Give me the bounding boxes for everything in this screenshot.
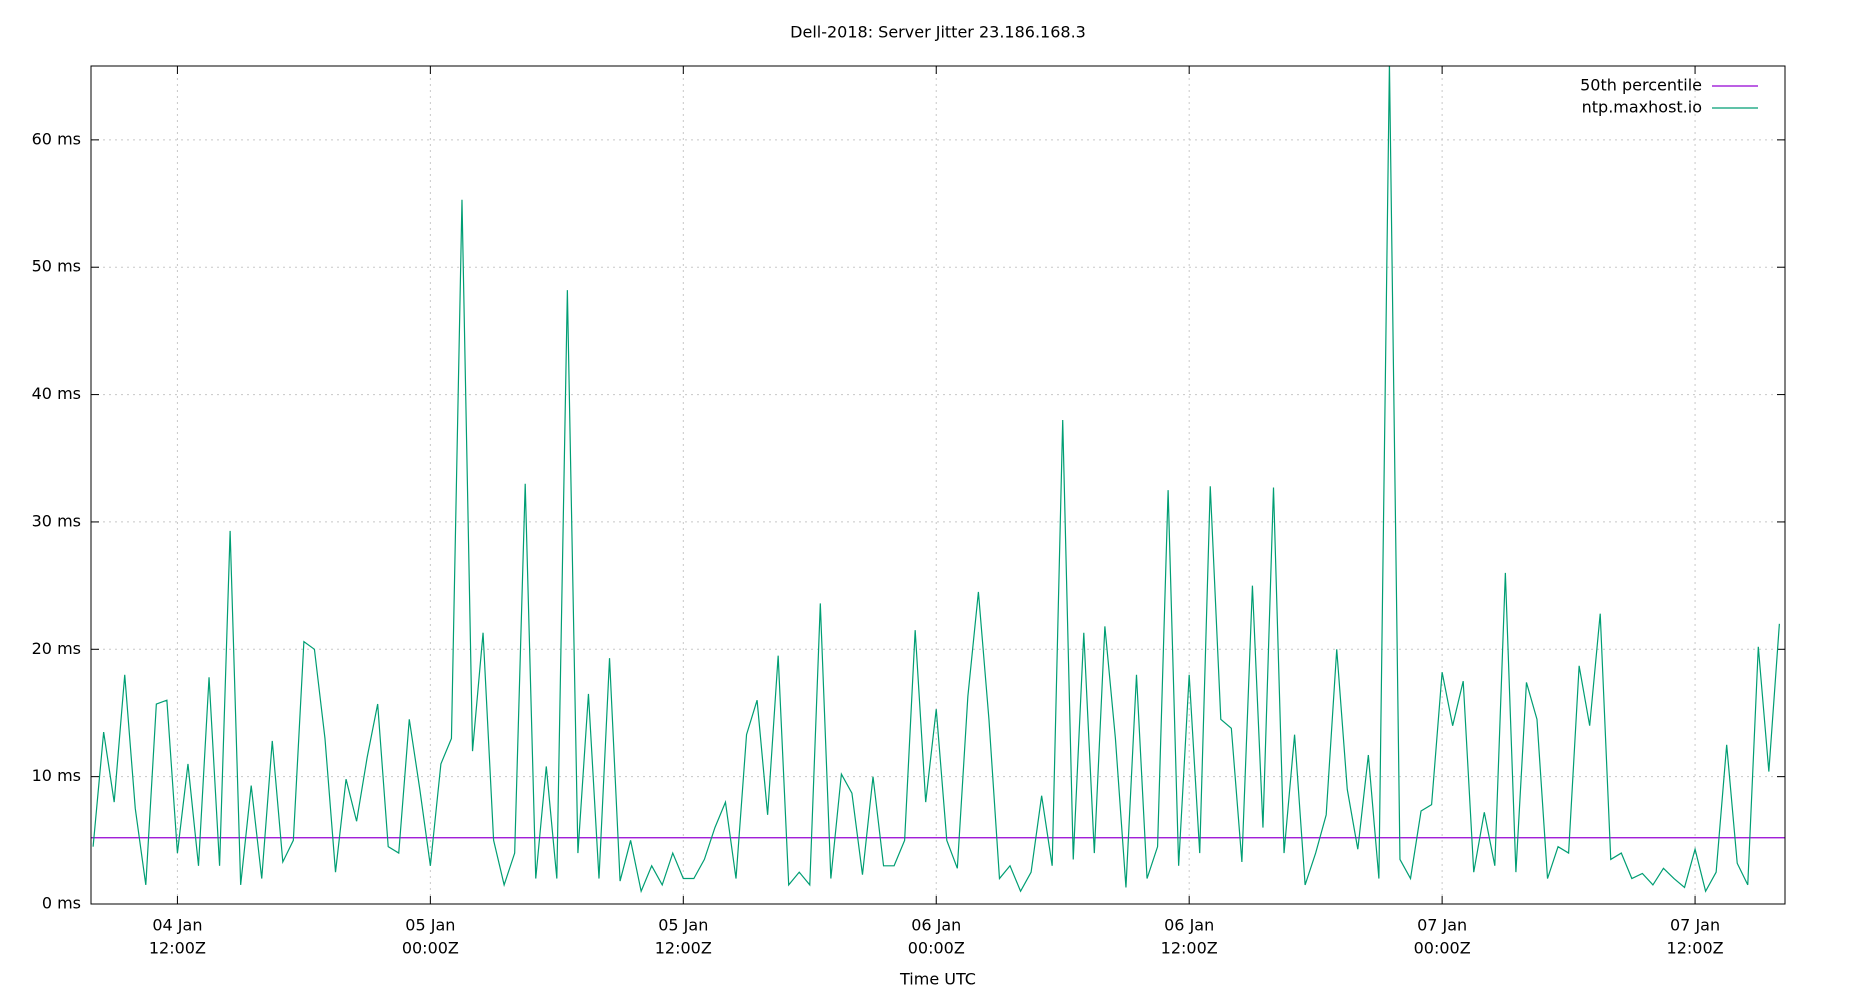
chart-title: Dell-2018: Server Jitter 23.186.168.3 (790, 23, 1086, 42)
x-tick-label: 00:00Z (402, 939, 459, 958)
x-tick-label: 12:00Z (1667, 939, 1724, 958)
x-tick-label: 00:00Z (908, 939, 965, 958)
legend-label: 50th percentile (1580, 76, 1702, 95)
x-axis-label: Time UTC (899, 970, 976, 989)
x-tick-label: 07 Jan (1417, 916, 1467, 935)
x-tick-label: 05 Jan (405, 916, 455, 935)
y-tick-label: 10 ms (32, 766, 81, 785)
data-line (92, 66, 1780, 894)
x-tick-label: 12:00Z (1161, 939, 1218, 958)
x-tick-label: 00:00Z (1414, 939, 1471, 958)
y-tick-label: 0 ms (42, 894, 81, 913)
x-tick-label: 05 Jan (658, 916, 708, 935)
x-tick-label: 06 Jan (1164, 916, 1214, 935)
legend-label: ntp.maxhost.io (1582, 98, 1702, 117)
y-tick-label: 60 ms (32, 129, 81, 148)
x-tick-label: 12:00Z (655, 939, 712, 958)
plot-area (91, 66, 1785, 894)
x-tick-label: 04 Jan (152, 916, 202, 935)
y-tick-label: 20 ms (32, 639, 81, 658)
y-tick-label: 40 ms (32, 384, 81, 403)
x-tick-label: 06 Jan (911, 916, 961, 935)
x-tick-label: 12:00Z (149, 939, 206, 958)
y-tick-label: 50 ms (32, 257, 81, 276)
x-tick-label: 07 Jan (1670, 916, 1720, 935)
plot-frame (90, 65, 1786, 905)
y-tick-label: 30 ms (32, 511, 81, 530)
